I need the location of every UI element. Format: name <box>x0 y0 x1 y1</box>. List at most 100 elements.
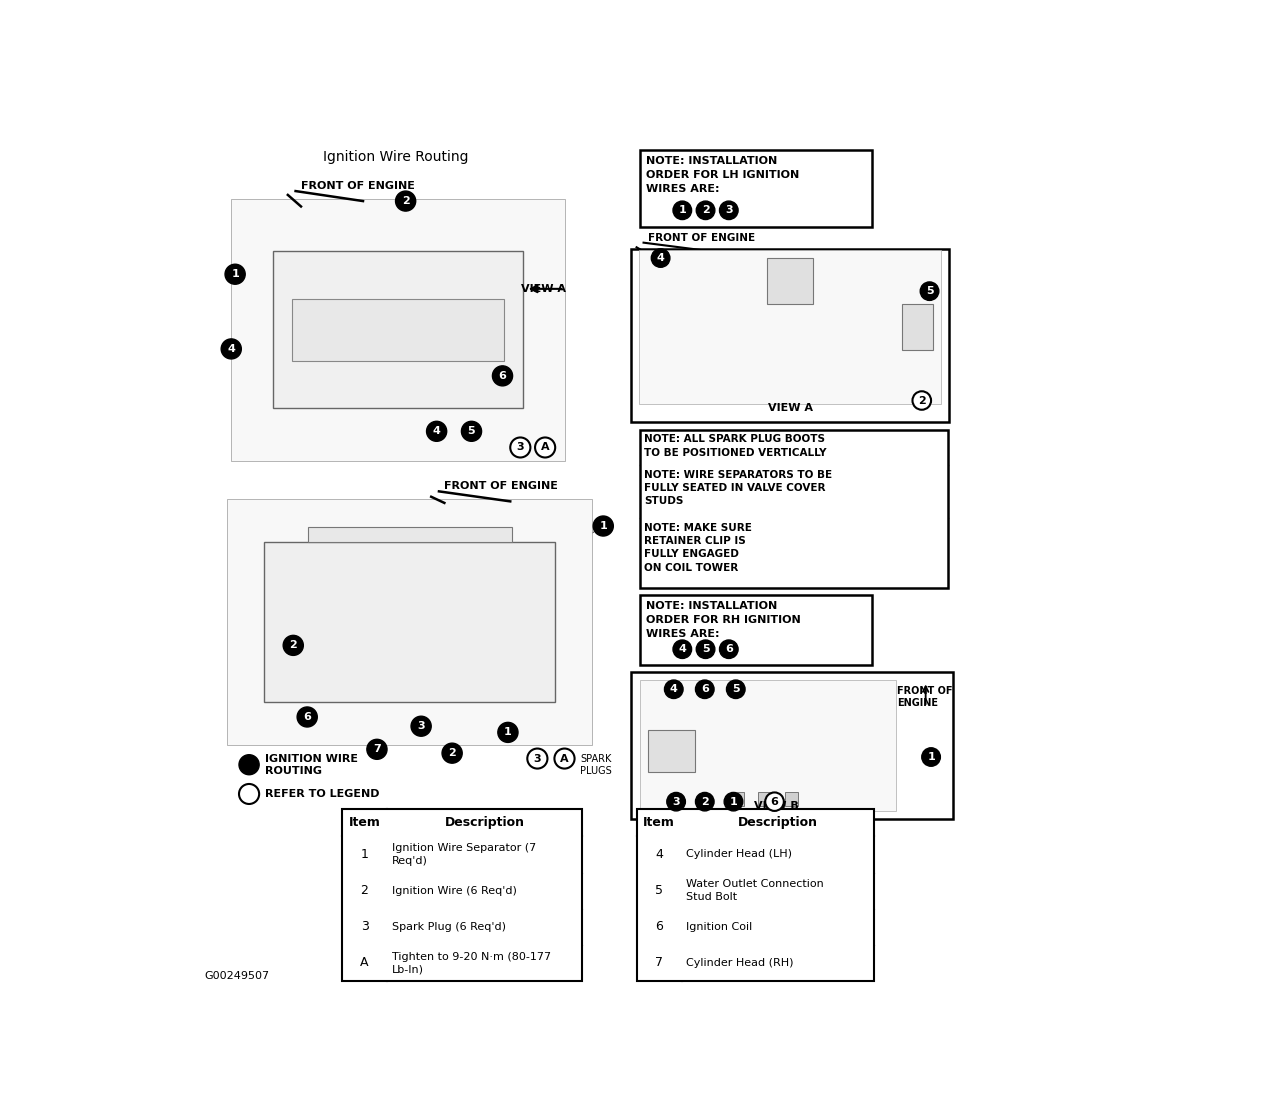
Bar <box>786 792 798 805</box>
Bar <box>274 251 522 408</box>
Text: A: A <box>541 442 550 452</box>
Text: Item: Item <box>643 817 675 829</box>
Text: 6: 6 <box>725 644 733 654</box>
Text: 6: 6 <box>303 712 311 722</box>
Text: 4: 4 <box>657 253 665 263</box>
Bar <box>293 299 504 361</box>
Bar <box>903 304 933 350</box>
Text: 4: 4 <box>670 684 677 694</box>
Text: 3: 3 <box>533 753 541 763</box>
Text: 2: 2 <box>289 640 298 650</box>
Bar <box>639 250 941 404</box>
Bar <box>227 499 591 745</box>
Bar <box>731 792 744 805</box>
Bar <box>648 730 695 772</box>
Text: 7: 7 <box>654 957 663 970</box>
Text: 1: 1 <box>730 797 738 807</box>
Bar <box>342 810 583 981</box>
Bar <box>264 542 555 702</box>
Circle shape <box>525 288 532 296</box>
Circle shape <box>240 784 260 804</box>
Text: 6: 6 <box>498 371 507 381</box>
Circle shape <box>696 680 714 699</box>
Text: 5: 5 <box>654 884 663 897</box>
Text: Spark Plug (6 Req'd): Spark Plug (6 Req'd) <box>392 922 506 932</box>
Circle shape <box>527 749 547 769</box>
Text: 3: 3 <box>725 206 733 216</box>
Text: 1: 1 <box>504 728 512 738</box>
Circle shape <box>462 421 482 441</box>
Text: NOTE: ALL SPARK PLUG BOOTS
TO BE POSITIONED VERTICALLY: NOTE: ALL SPARK PLUG BOOTS TO BE POSITIO… <box>644 434 827 458</box>
Text: 6: 6 <box>701 684 709 694</box>
Text: Description: Description <box>445 817 525 829</box>
Circle shape <box>525 364 532 372</box>
Text: 3: 3 <box>517 442 525 452</box>
Text: Ignition Wire (6 Req'd): Ignition Wire (6 Req'd) <box>392 885 517 895</box>
Circle shape <box>411 717 431 737</box>
Circle shape <box>696 640 715 659</box>
Circle shape <box>696 792 714 811</box>
Text: 5: 5 <box>926 287 933 297</box>
Text: SPARK
PLUGS: SPARK PLUGS <box>580 754 612 775</box>
Circle shape <box>525 326 532 333</box>
Text: VIEW B: VIEW B <box>392 530 438 540</box>
Circle shape <box>493 366 512 386</box>
Bar <box>641 680 897 811</box>
Circle shape <box>284 635 304 655</box>
Text: VIEW B: VIEW B <box>754 801 798 811</box>
Text: Tighten to 9-20 N·m (80-177
Lb-In): Tighten to 9-20 N·m (80-177 Lb-In) <box>392 952 551 974</box>
Text: Water Outlet Connection
Stud Bolt: Water Outlet Connection Stud Bolt <box>686 880 823 902</box>
Text: 2: 2 <box>361 884 368 897</box>
Circle shape <box>651 249 670 268</box>
Circle shape <box>443 743 463 763</box>
Text: NOTE: MAKE SURE
RETAINER CLIP IS
FULLY ENGAGED
ON COIL TOWER: NOTE: MAKE SURE RETAINER CLIP IS FULLY E… <box>644 523 753 572</box>
Text: 2: 2 <box>402 196 410 206</box>
Bar <box>767 258 813 304</box>
Bar <box>639 595 873 664</box>
Bar <box>758 792 770 805</box>
Text: 7: 7 <box>373 744 381 754</box>
Circle shape <box>921 282 939 300</box>
Text: 6: 6 <box>770 797 778 807</box>
Text: G00249507: G00249507 <box>204 971 270 981</box>
Text: 4: 4 <box>433 427 440 437</box>
Circle shape <box>240 754 260 774</box>
Circle shape <box>593 516 613 536</box>
Text: FRONT OF ENGINE: FRONT OF ENGINE <box>648 233 755 243</box>
Circle shape <box>555 749 575 769</box>
Bar <box>231 199 565 461</box>
Text: 3: 3 <box>672 797 680 807</box>
Text: A: A <box>560 753 569 763</box>
Circle shape <box>511 438 531 458</box>
Text: Cylinder Head (LH): Cylinder Head (LH) <box>686 850 792 860</box>
Bar <box>632 672 953 819</box>
Text: IGNITION WIRE
ROUTING: IGNITION WIRE ROUTING <box>265 754 358 775</box>
Circle shape <box>535 438 555 458</box>
Text: REFER TO LEGEND: REFER TO LEGEND <box>265 789 380 799</box>
Text: 5: 5 <box>701 644 710 654</box>
Text: NOTE: INSTALLATION
ORDER FOR LH IGNITION
WIRES ARE:: NOTE: INSTALLATION ORDER FOR LH IGNITION… <box>646 157 799 194</box>
Bar <box>632 249 948 422</box>
Text: 4: 4 <box>227 344 236 354</box>
Text: 1: 1 <box>231 269 240 279</box>
Text: 1: 1 <box>678 206 686 216</box>
Text: 5: 5 <box>468 427 475 437</box>
Text: Cylinder Head (RH): Cylinder Head (RH) <box>686 958 793 968</box>
Text: 3: 3 <box>417 721 425 731</box>
Circle shape <box>426 421 446 441</box>
Circle shape <box>221 339 241 359</box>
Text: Item: Item <box>348 817 381 829</box>
Circle shape <box>922 748 941 767</box>
Text: NOTE: INSTALLATION
ORDER FOR RH IGNITION
WIRES ARE:: NOTE: INSTALLATION ORDER FOR RH IGNITION… <box>646 601 801 640</box>
Circle shape <box>498 722 518 742</box>
Text: 2: 2 <box>448 748 456 758</box>
Text: Ignition Wire Separator (7
Req'd): Ignition Wire Separator (7 Req'd) <box>392 843 536 865</box>
Circle shape <box>765 792 784 811</box>
Circle shape <box>724 792 743 811</box>
Text: 2: 2 <box>701 206 710 216</box>
Circle shape <box>673 640 691 659</box>
Text: A: A <box>361 957 368 970</box>
Circle shape <box>696 201 715 220</box>
Circle shape <box>298 707 318 727</box>
Text: VIEW A: VIEW A <box>521 283 566 294</box>
